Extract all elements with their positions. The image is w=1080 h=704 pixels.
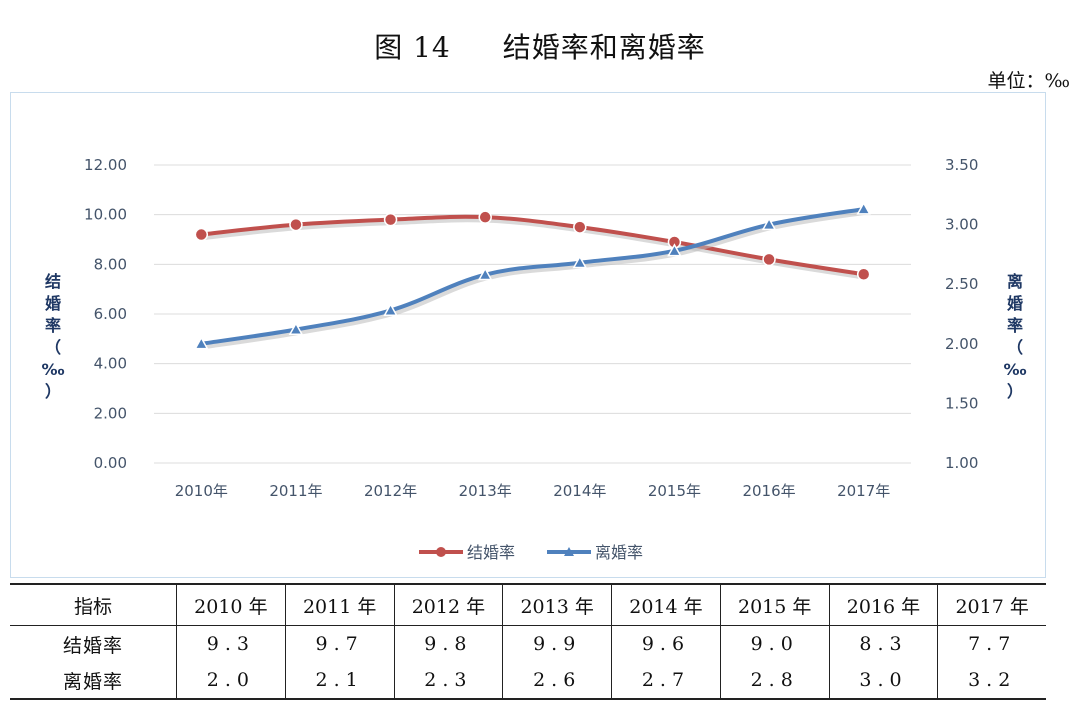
y-left-tick-label: 8.00 <box>94 255 127 273</box>
divorce-rate-point <box>856 201 871 215</box>
table-cell: 7.7 <box>937 625 1046 662</box>
table-header-indicator: 指标 <box>10 583 177 626</box>
marriage-rate-point <box>194 227 209 242</box>
marriage-rate-point <box>856 267 871 282</box>
table-cell: 9.7 <box>284 625 395 662</box>
table-cell: 2.1 <box>284 662 395 700</box>
divorce-rate-point <box>194 336 209 350</box>
table-row: 结婚率 9.3 9.7 9.8 9.9 9.6 9.0 8.3 7.7 <box>10 625 1046 662</box>
table-header-year: 2017 年 <box>937 583 1046 626</box>
table-header-year: 2015 年 <box>719 583 830 626</box>
x-tick-label: 2013年 <box>459 482 512 500</box>
y-left-tick-label: 10.00 <box>84 206 127 224</box>
y-left-tick-label: 0.00 <box>94 454 127 472</box>
table-cell: 2.0 <box>176 662 286 700</box>
table-header-year: 2011 年 <box>284 583 395 626</box>
table-header-year: 2014 年 <box>611 583 721 626</box>
table-header-year: 2013 年 <box>502 583 612 626</box>
table-body: 结婚率 9.3 9.7 9.8 9.9 9.6 9.0 8.3 7.7 离婚率 2.0 2.1 2.3 2… <box>10 625 1046 700</box>
figure-caption: 结婚率和离婚率 <box>502 31 706 64</box>
table-cell: 3.2 <box>937 662 1046 700</box>
y-right-axis-title: 离婚率（‰） <box>1003 272 1026 401</box>
table-cell: 9.8 <box>393 625 503 662</box>
chart-area: 0.00 2.00 4.00 6.00 8.00 10.00 12.00 1.00 1.50 2.… <box>10 92 1046 578</box>
divorce-rate-line <box>199 207 866 346</box>
x-tick-label: 2015年 <box>648 482 701 500</box>
legend-divorce-rate-marker <box>564 547 574 556</box>
y-left-tick-label: 6.00 <box>94 305 127 323</box>
x-tick-label: 2017年 <box>837 482 890 500</box>
divorce-rate-point <box>477 267 493 281</box>
y-right-tick-label: 1.50 <box>945 394 978 412</box>
table-cell: 9.9 <box>502 625 612 662</box>
chart-svg: 0.00 2.00 4.00 6.00 8.00 10.00 12.00 1.00 1.50 2.… <box>41 156 1026 562</box>
table-cell: 2.8 <box>719 662 830 700</box>
y-left-tick-label: 2.00 <box>94 404 127 422</box>
marriage-rate-line-shadow <box>203 217 867 280</box>
legend-marriage-rate-label: 结婚率 <box>467 543 515 562</box>
y-right-tick-label: 1.00 <box>945 454 978 472</box>
y-right-tick-label: 3.50 <box>945 156 978 174</box>
marriage-rate-point <box>289 217 303 232</box>
table-cell: 9.0 <box>719 625 830 662</box>
divorce-rate-point <box>572 255 588 269</box>
table-header-year: 2012 年 <box>393 583 503 626</box>
x-tick-label: 2011年 <box>269 482 322 500</box>
y-left-axis-title: 结婚率（‰） <box>41 272 64 401</box>
figure-title: 图 14 结婚率和离婚率 <box>0 26 1080 66</box>
y-right-tick-label: 2.50 <box>945 275 978 293</box>
table-row: 离婚率 2.0 2.1 2.3 2.6 2.7 2.8 3.0 3.2 <box>10 662 1046 700</box>
y-left-tick-label: 4.00 <box>94 355 127 373</box>
table-cell: 3.0 <box>828 662 938 700</box>
x-tick-label: 2014年 <box>553 482 606 500</box>
data-table: 指标 2010 年 2011 年 2012 年 2013 年 2014 年 2015 年 20… <box>10 583 1046 700</box>
table-cell: 2.6 <box>502 662 612 700</box>
table-cell: 9.3 <box>176 625 286 662</box>
y-left-tick-label: 12.00 <box>84 156 127 174</box>
table-header-year: 2016 年 <box>828 583 938 626</box>
y-right-tick-label: 2.00 <box>945 335 978 353</box>
x-tick-label: 2012年 <box>364 482 417 500</box>
marriage-rate-point <box>762 252 776 267</box>
marriage-rate-point <box>478 210 492 224</box>
table-cell: 8.3 <box>828 625 938 662</box>
table-row-label: 离婚率 <box>10 662 177 700</box>
divorce-rate-point <box>761 217 777 231</box>
figure-number: 图 14 <box>374 31 451 64</box>
divorce-rate-line-shadow <box>202 209 867 350</box>
y-right-tick-label: 3.00 <box>945 216 978 234</box>
divorce-rate-point <box>383 302 398 316</box>
x-tick-label: 2016年 <box>742 482 795 500</box>
table-cell: 9.6 <box>611 625 721 662</box>
unit-label: 单位：‰ <box>987 70 1071 92</box>
table-cell: 2.7 <box>611 662 721 700</box>
table-header-year: 2010 年 <box>176 583 286 626</box>
x-tick-label: 2010年 <box>175 482 228 500</box>
table-cell: 2.3 <box>393 662 503 700</box>
marriage-rate-line <box>199 214 866 277</box>
marriage-rate-point <box>573 220 587 234</box>
marriage-rate-point <box>383 212 398 227</box>
table-row-label: 结婚率 <box>62 634 123 657</box>
divorce-rate-point <box>288 321 304 336</box>
table-header-row: 指标 2010 年 2011 年 2012 年 2013 年 2014 年 2015 年 20… <box>10 583 1046 626</box>
legend-marriage-rate-marker <box>436 547 446 557</box>
divorce-rate-point <box>667 243 682 257</box>
legend-divorce-rate-label: 离婚率 <box>595 543 643 562</box>
